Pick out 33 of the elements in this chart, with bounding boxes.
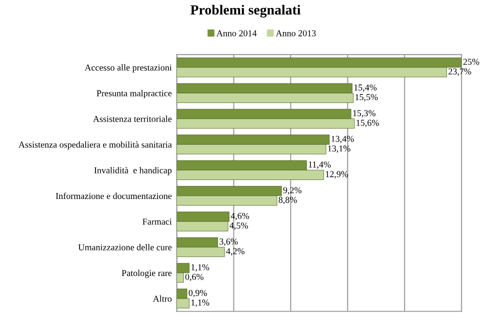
y-tick-label: Farmaci	[142, 218, 172, 225]
data-label: 15,5%	[356, 94, 378, 102]
y-tick-label: Invalidità e handicap	[94, 166, 172, 176]
y-tick-label: Informazione e documentazione	[56, 192, 172, 200]
y-tick-label: Presunta malpractice	[96, 90, 172, 98]
data-label: 3,6%	[220, 238, 238, 246]
y-tick-label: Umanizzazione delle cure	[78, 244, 172, 250]
y-tick-label: Assistenza territoriale	[93, 116, 172, 122]
data-label: 0,9%	[188, 290, 207, 298]
data-label: 12,9%	[326, 171, 348, 179]
data-label: 15,3%	[353, 110, 376, 118]
y-tick-label: Altro	[152, 295, 172, 302]
y-tick-label: Patologie rare	[122, 270, 172, 278]
data-label: 4,5%	[230, 222, 248, 230]
y-tick-label: Assistenza ospedaliera e mobilità sanitaria	[18, 141, 172, 150]
legend-label: Anno 2014	[216, 30, 257, 36]
chart-title: Problemi segnalati	[190, 4, 301, 18]
data-label: 13,1%	[328, 145, 350, 153]
data-label: 11,4%	[308, 161, 331, 169]
y-tick-label: Accesso alle prestazioni	[84, 64, 172, 72]
data-label: 4,2%	[226, 248, 244, 256]
data-label: 13,4%	[332, 136, 354, 144]
data-label: 0,6%	[185, 274, 204, 282]
data-label: 23,7%	[448, 68, 472, 76]
legend-label: Anno 2013	[276, 30, 316, 36]
data-label: 15,6%	[356, 120, 379, 128]
data-label: 8,8%	[278, 196, 297, 204]
data-label: 25%	[463, 58, 480, 65]
data-label: 4,6%	[230, 212, 250, 220]
data-label: 1,1%	[191, 264, 210, 272]
data-label: 1,1%	[191, 300, 210, 307]
data-label: 9,2%	[283, 187, 302, 195]
data-label: 15,4%	[354, 84, 377, 92]
